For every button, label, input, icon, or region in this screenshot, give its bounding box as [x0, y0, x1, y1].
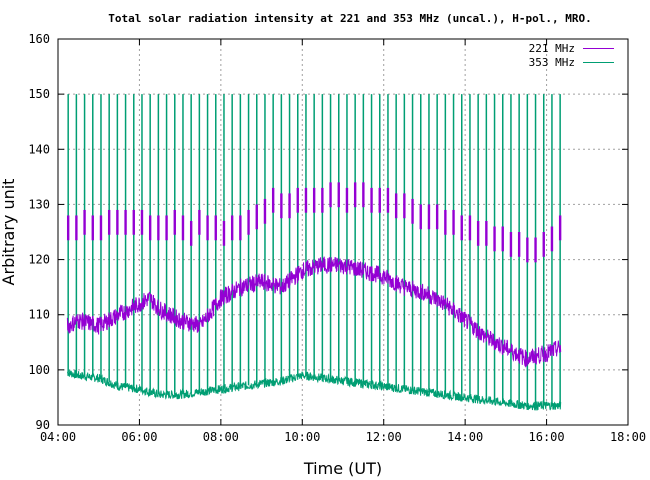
y-tick-label: 140	[28, 142, 50, 156]
x-tick-label: 08:00	[203, 430, 239, 444]
grid	[58, 39, 628, 425]
x-tick-label: 12:00	[366, 430, 402, 444]
legend: 221 MHz 353 MHz	[529, 42, 614, 69]
x-tick-label: 06:00	[121, 430, 157, 444]
series-221-baseline	[66, 256, 562, 368]
legend-label-353: 353 MHz	[529, 56, 575, 69]
chart-title: Total solar radiation intensity at 221 a…	[108, 12, 591, 25]
x-tick-label: 18:00	[610, 430, 646, 444]
y-tick-label: 90	[36, 418, 50, 432]
x-tick-label: 16:00	[529, 430, 565, 444]
y-tick-label: 130	[28, 197, 50, 211]
y-tick-label: 110	[28, 308, 50, 322]
y-axis-label: Arbitrary unit	[0, 179, 18, 286]
x-tick-label: 14:00	[447, 430, 483, 444]
y-tick-label: 100	[28, 363, 50, 377]
y-tick-labels: 90 100 110 120 130 140 150 160	[28, 32, 50, 432]
series-221-mhz	[66, 182, 562, 368]
x-tick-labels: 04:00 06:00 08:00 10:00 12:00 14:00 16:00 18:00	[40, 430, 646, 444]
series-353-mhz	[66, 94, 562, 412]
legend-label-221: 221 MHz	[529, 42, 575, 55]
y-tick-label: 150	[28, 87, 50, 101]
x-tick-label: 04:00	[40, 430, 76, 444]
y-tick-label: 120	[28, 253, 50, 267]
y-tick-label: 160	[28, 32, 50, 46]
x-axis-label: Time (UT)	[303, 459, 382, 478]
x-tick-label: 10:00	[284, 430, 320, 444]
plot-frame	[57, 38, 629, 426]
